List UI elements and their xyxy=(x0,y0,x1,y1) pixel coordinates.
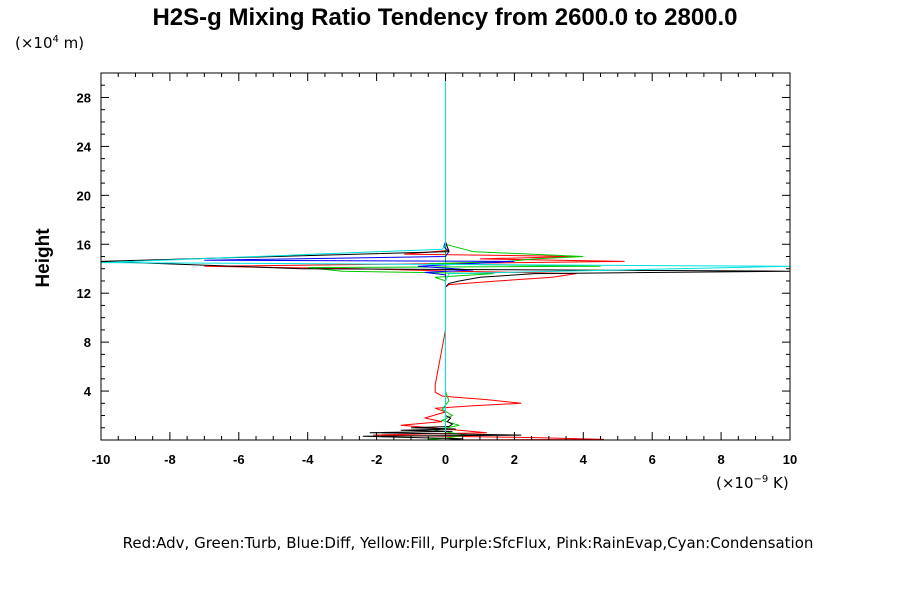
x-tick-label: -2 xyxy=(371,452,383,467)
y-axis-unit: (×104 m) xyxy=(15,34,84,52)
x-tick-label: 0 xyxy=(442,452,449,467)
chart-title: H2S-g Mixing Ratio Tendency from 2600.0 … xyxy=(152,4,737,31)
y-axis-label: Height xyxy=(33,228,54,288)
x-tick-label: -4 xyxy=(302,452,314,467)
x-tick-label: -10 xyxy=(92,452,111,467)
y-tick-label: 4 xyxy=(84,384,92,399)
series-line-diff xyxy=(204,241,515,278)
y-tick-label: 12 xyxy=(77,286,91,301)
series-line-net xyxy=(100,241,791,441)
y-tick-label: 24 xyxy=(77,139,92,154)
y-tick-label: 20 xyxy=(77,188,91,203)
x-tick-label: 4 xyxy=(580,452,588,467)
legend-text: Red:Adv, Green:Turb, Blue:Diff, Yellow:F… xyxy=(123,534,814,552)
x-axis-unit: (×10−9 K) xyxy=(716,474,789,492)
x-tick-label: 8 xyxy=(717,452,724,467)
x-tick-label: 6 xyxy=(649,452,656,467)
series-line-adv xyxy=(204,73,625,441)
plot-frame xyxy=(100,72,791,441)
x-tick-label: -8 xyxy=(164,452,176,467)
x-tick-label: 2 xyxy=(511,452,518,467)
x-tick-label: -6 xyxy=(233,452,245,467)
y-tick-label: 16 xyxy=(77,237,91,252)
y-tick-label: 28 xyxy=(77,90,91,105)
x-tick-label: 10 xyxy=(783,452,797,467)
y-tick-label: 8 xyxy=(84,335,91,350)
series-layer xyxy=(100,73,791,441)
